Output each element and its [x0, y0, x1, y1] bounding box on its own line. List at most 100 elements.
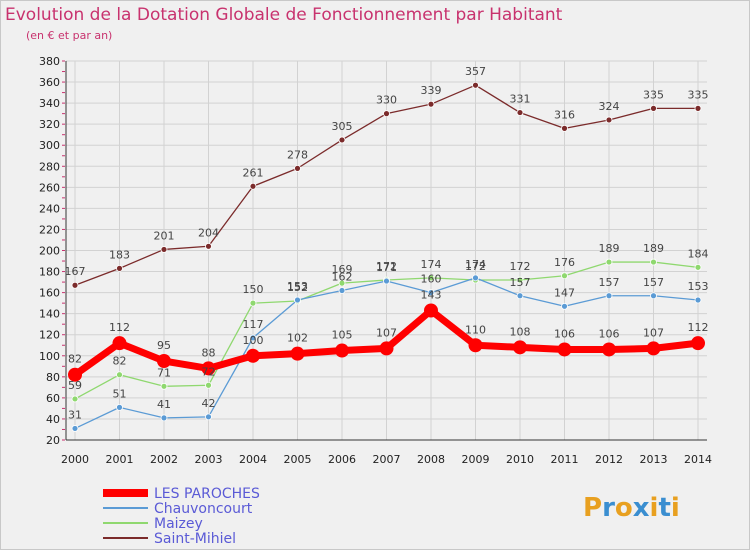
data-point-saint-mihiel-2011 — [561, 124, 568, 132]
data-label-maizey-2014: 184 — [688, 247, 709, 260]
data-point-chauvoncourt-2007 — [383, 277, 390, 285]
data-label-maizey-2010: 172 — [510, 260, 531, 273]
x-tick-label-2001: 2001 — [106, 453, 134, 466]
data-label-chauvoncourt-2000: 31 — [68, 408, 82, 421]
data-point-chauvoncourt-2006 — [338, 287, 346, 294]
data-point-maizey-2004 — [249, 299, 257, 307]
data-label-maizey-2002: 71 — [157, 366, 171, 379]
data-point-saint-mihiel-2001 — [116, 264, 123, 272]
data-label-les-paroches-2000: 82 — [68, 353, 82, 366]
data-label-les-paroches-2014: 112 — [688, 321, 709, 334]
data-point-les-paroches-2011 — [557, 342, 572, 357]
data-label-les-paroches-2005: 102 — [287, 332, 308, 345]
logo-letter: o — [615, 493, 633, 523]
data-point-chauvoncourt-2002 — [160, 414, 168, 422]
data-label-saint-mihiel-2003: 204 — [198, 226, 219, 239]
x-tick-label-2005: 2005 — [284, 453, 312, 466]
y-tick-label-100: 100 — [39, 350, 60, 363]
data-label-chauvoncourt-2005: 153 — [287, 280, 308, 293]
x-tick-label-2004: 2004 — [239, 453, 267, 466]
data-label-saint-mihiel-2007: 330 — [376, 94, 397, 107]
x-tick-label-2007: 2007 — [373, 453, 401, 466]
data-label-chauvoncourt-2002: 41 — [157, 398, 171, 411]
data-label-chauvoncourt-2003: 42 — [202, 397, 216, 410]
data-label-les-paroches-2002: 95 — [157, 339, 171, 352]
data-point-maizey-2014 — [694, 263, 702, 271]
data-point-les-paroches-2008 — [424, 303, 438, 318]
data-label-saint-mihiel-2012: 324 — [599, 100, 620, 113]
y-tick-label-340: 340 — [39, 97, 60, 110]
data-label-les-paroches-2012: 106 — [599, 327, 620, 340]
logo-letter: i — [650, 493, 659, 523]
data-label-saint-mihiel-2006: 305 — [332, 120, 353, 133]
y-tick-label-80: 80 — [46, 371, 60, 384]
x-tick-label-2011: 2011 — [551, 453, 579, 466]
y-tick-label-280: 280 — [39, 160, 60, 173]
data-label-saint-mihiel-2002: 201 — [154, 229, 175, 242]
data-label-les-paroches-2006: 105 — [332, 329, 353, 342]
y-tick-label-180: 180 — [39, 266, 60, 279]
data-point-chauvoncourt-2003 — [205, 413, 212, 421]
data-label-les-paroches-2008: 143 — [421, 289, 442, 302]
logo-letter: r — [602, 493, 615, 523]
data-point-maizey-2012 — [605, 258, 613, 266]
data-label-maizey-2008: 174 — [421, 258, 442, 271]
data-label-maizey-2003: 72 — [202, 365, 216, 378]
data-point-saint-mihiel-2009 — [472, 81, 479, 89]
data-label-chauvoncourt-2014: 153 — [688, 280, 709, 293]
data-point-saint-mihiel-2014 — [694, 104, 702, 112]
data-label-maizey-2001: 82 — [113, 355, 127, 368]
data-label-chauvoncourt-2012: 157 — [599, 276, 620, 289]
y-tick-label-320: 320 — [39, 118, 60, 131]
data-point-saint-mihiel-2002 — [160, 246, 168, 253]
data-label-saint-mihiel-2001: 183 — [109, 248, 130, 261]
data-point-les-paroches-2000 — [68, 367, 82, 382]
data-point-les-paroches-2006 — [335, 343, 349, 358]
y-tick-label-160: 160 — [39, 287, 60, 300]
logo-letter: i — [671, 493, 680, 523]
data-label-chauvoncourt-2006: 162 — [332, 271, 353, 284]
data-point-saint-mihiel-2007 — [383, 110, 390, 118]
data-point-les-paroches-2012 — [602, 342, 616, 357]
data-point-les-paroches-2001 — [112, 336, 127, 351]
chart-subtitle: (en € et par an) — [26, 29, 112, 42]
data-point-maizey-2002 — [160, 382, 168, 390]
data-label-saint-mihiel-2011: 316 — [554, 108, 575, 121]
data-point-saint-mihiel-2000 — [71, 281, 79, 289]
data-label-saint-mihiel-2008: 339 — [421, 84, 442, 97]
data-point-saint-mihiel-2010 — [516, 109, 524, 116]
data-label-maizey-2013: 189 — [643, 242, 664, 255]
x-tick-label-2008: 2008 — [417, 453, 445, 466]
data-label-saint-mihiel-2013: 335 — [643, 88, 664, 101]
data-label-les-paroches-2013: 107 — [643, 326, 664, 339]
data-label-les-paroches-2011: 106 — [554, 327, 575, 340]
data-point-chauvoncourt-2009 — [472, 274, 479, 282]
logo-letter: x — [633, 493, 650, 523]
data-label-chauvoncourt-2011: 147 — [554, 286, 575, 299]
series-lines — [68, 81, 705, 432]
data-point-les-paroches-2004 — [246, 348, 260, 363]
data-label-maizey-2009: 172 — [465, 260, 486, 273]
data-point-saint-mihiel-2004 — [249, 182, 257, 190]
chart-title: Evolution de la Dotation Globale de Fonc… — [5, 5, 563, 25]
data-label-chauvoncourt-2013: 157 — [643, 276, 664, 289]
data-label-les-paroches-2009: 110 — [465, 323, 486, 336]
data-label-maizey-2005: 152 — [287, 281, 308, 294]
data-point-chauvoncourt-2013 — [650, 292, 657, 300]
legend-label-saint-mihiel: Saint-Mihiel — [154, 531, 236, 547]
data-point-chauvoncourt-2000 — [71, 425, 79, 432]
data-point-saint-mihiel-2005 — [294, 164, 301, 172]
data-point-les-paroches-2002 — [157, 354, 171, 369]
data-point-les-paroches-2003 — [201, 361, 216, 376]
data-label-chauvoncourt-2001: 51 — [113, 387, 127, 400]
legend-label-les-paroches: LES PAROCHES — [154, 486, 260, 502]
x-tick-label-2003: 2003 — [195, 453, 223, 466]
gridlines — [66, 60, 707, 440]
data-label-maizey-2006: 169 — [332, 263, 353, 276]
data-point-saint-mihiel-2003 — [205, 242, 212, 250]
data-label-saint-mihiel-2009: 357 — [465, 65, 486, 78]
data-label-chauvoncourt-2009: 174 — [465, 258, 486, 271]
data-labels: 167 183 201 204 261 278 305 330 339 357 331 316 324 3… — [65, 65, 709, 421]
